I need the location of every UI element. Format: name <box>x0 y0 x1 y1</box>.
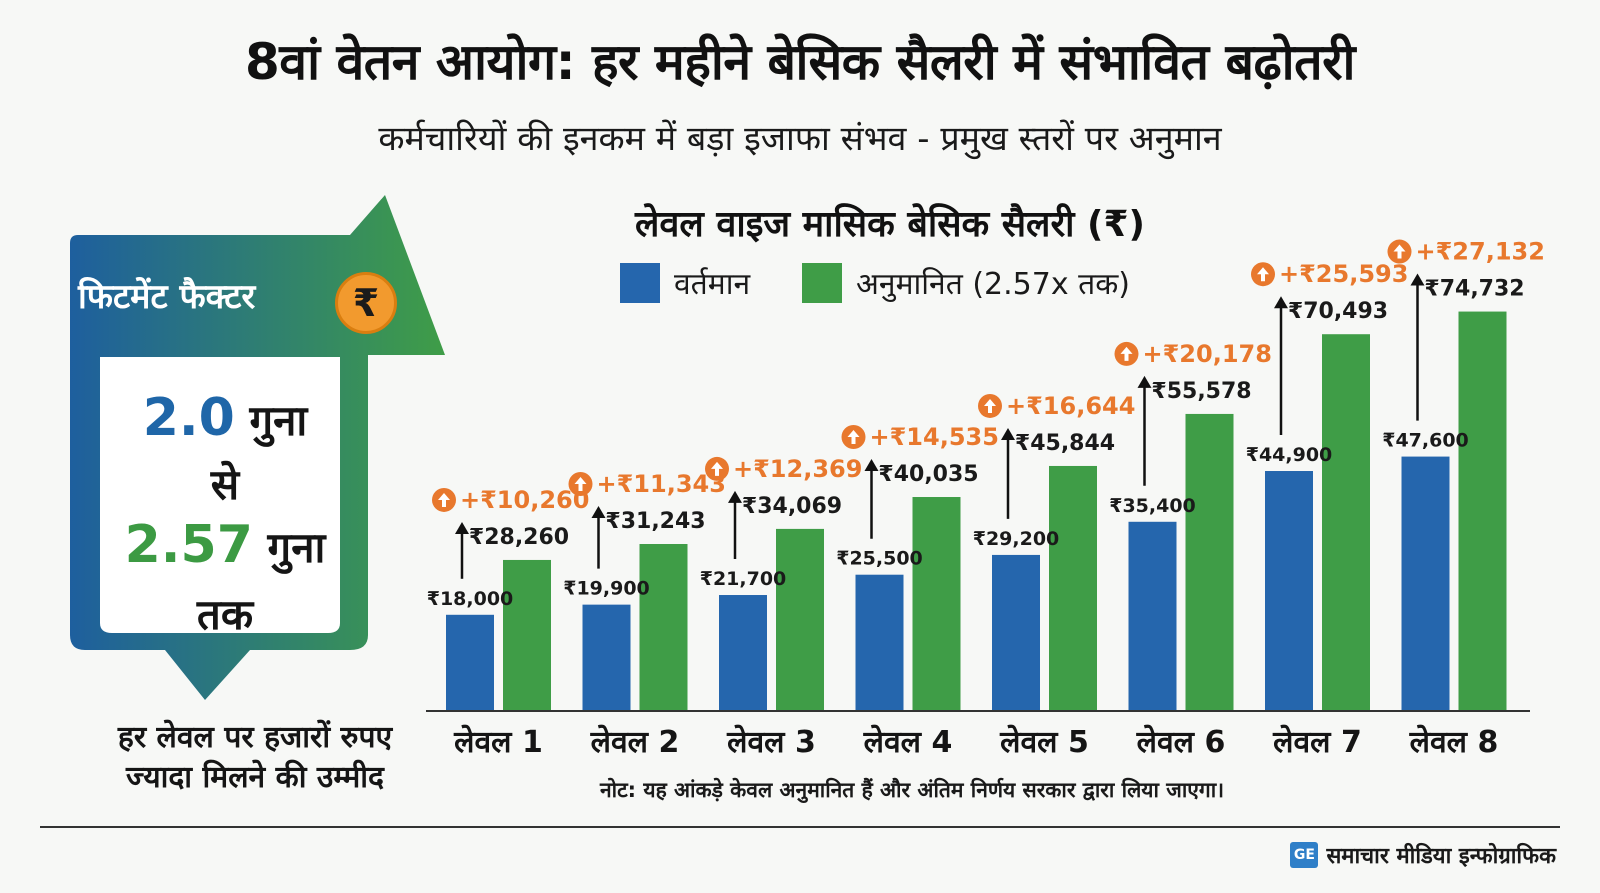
fitment-low-line: 2.0 गुना <box>80 388 370 448</box>
bar-current <box>855 574 904 711</box>
bar-current <box>719 595 767 711</box>
bar-current <box>1128 521 1177 711</box>
bar-projected <box>503 559 551 711</box>
left-caption: हर लेवल पर हजारों रुपए ज्यादा मिलने की उ… <box>40 718 470 798</box>
data-label-increase: +₹16,644 <box>1006 392 1135 420</box>
data-label-increase: +₹11,343 <box>597 470 726 498</box>
data-label-increase: +₹27,132 <box>1416 238 1545 266</box>
legend-swatch-current <box>620 262 660 303</box>
fitment-high-value: 2.57 <box>124 515 253 575</box>
increase-arrow-head <box>864 459 879 472</box>
legend-item-projected: अनुमानित (2.57x तक) <box>802 262 1130 303</box>
chart-title: लेवल वाइज मासिक बेसिक सैलरी (₹) <box>635 204 1145 245</box>
bar-projected <box>639 544 688 711</box>
left-caption-line-1: हर लेवल पर हजारों रुपए <box>117 720 393 755</box>
fitment-heading: फिटमेंट फैक्टर <box>78 277 256 317</box>
bar-current <box>1265 471 1313 711</box>
bar-current <box>446 614 494 711</box>
data-label-projected: ₹40,035 <box>878 462 978 487</box>
x-tick-label: लेवल 1 <box>453 724 543 760</box>
data-label-increase: +₹20,178 <box>1143 340 1272 368</box>
x-tick-label: लेवल 5 <box>999 724 1089 760</box>
bar-projected <box>1185 413 1234 711</box>
bar-current <box>1401 456 1450 711</box>
legend-swatch-projected <box>802 262 842 303</box>
bar-projected <box>912 497 961 711</box>
x-tick-label: लेवल 8 <box>1409 724 1499 760</box>
increase-up-arrow-glyph <box>1393 244 1406 259</box>
increase-up-arrow-glyph <box>1257 267 1269 282</box>
footer-divider <box>40 826 1560 828</box>
data-label-current: ₹25,500 <box>836 548 923 570</box>
data-label-projected: ₹55,578 <box>1151 379 1251 404</box>
data-label-current: ₹35,400 <box>1109 495 1196 517</box>
fitment-upto-word: तक <box>196 590 254 639</box>
page-subtitle: कर्मचारियों की इनकम में बड़ा इजाफा संभव … <box>378 119 1222 159</box>
increase-arrow-head <box>1274 296 1288 309</box>
source-label: समाचार मीडिया इन्फोग्राफिक <box>1326 844 1556 869</box>
data-label-current: ₹47,600 <box>1382 430 1469 452</box>
data-label-increase: +₹12,369 <box>733 455 862 483</box>
newspaper-icon: GE <box>1290 842 1319 868</box>
x-tick-label: लेवल 3 <box>726 724 816 760</box>
fitment-low-value: 2.0 <box>142 388 235 448</box>
data-label-increase: +₹25,593 <box>1279 260 1408 288</box>
rupee-icon: ₹ <box>335 272 397 334</box>
bar-projected <box>1322 334 1370 711</box>
x-tick-label: लेवल 7 <box>1272 724 1362 760</box>
source-credit: GE समाचार मीडिया इन्फोग्राफिक <box>1290 840 1556 870</box>
bar-current <box>992 554 1040 711</box>
x-tick-label: लेवल 6 <box>1136 724 1226 760</box>
fitment-high-line: 2.57 गुना <box>80 515 370 575</box>
x-tick-label: लेवल 4 <box>863 724 953 760</box>
legend-label-projected: अनुमानित (2.57x तक) <box>856 267 1130 302</box>
data-label-current: ₹18,000 <box>427 588 514 610</box>
fitment-times-word-1: गुना <box>249 396 308 445</box>
increase-up-arrow-glyph <box>574 477 587 492</box>
data-label-projected: ₹70,493 <box>1288 299 1388 324</box>
increase-arrow-head <box>1001 427 1015 440</box>
increase-up-arrow-glyph <box>847 430 860 445</box>
increase-arrow-head <box>591 506 606 519</box>
data-label-projected: ₹34,069 <box>742 494 842 519</box>
increase-arrow-head <box>1137 375 1152 388</box>
increase-arrow-head <box>728 490 742 503</box>
data-label-current: ₹19,900 <box>563 578 650 600</box>
data-label-increase: +₹10,260 <box>460 486 589 514</box>
increase-up-arrow-glyph <box>438 492 450 507</box>
page-title: 8वां वेतन आयोग: हर महीने बेसिक सैलरी में… <box>245 33 1356 91</box>
increase-arrow-head <box>455 521 469 534</box>
fitment-from-word: से <box>210 460 240 509</box>
data-label-projected: ₹28,260 <box>469 525 569 550</box>
data-label-projected: ₹45,844 <box>1015 431 1115 456</box>
data-label-projected: ₹74,732 <box>1424 277 1524 302</box>
bar-projected <box>1458 311 1507 711</box>
increase-up-arrow-glyph <box>984 398 996 413</box>
increase-up-arrow-glyph <box>711 461 723 476</box>
increase-up-arrow-glyph <box>1120 346 1133 361</box>
data-label-projected: ₹31,243 <box>605 509 705 534</box>
x-tick-label: लेवल 2 <box>590 724 680 760</box>
data-label-increase: +₹14,535 <box>870 423 999 451</box>
bar-current <box>582 604 631 711</box>
bar-projected <box>776 528 824 711</box>
legend-label-current: वर्तमान <box>674 267 751 302</box>
data-label-current: ₹44,900 <box>1246 444 1333 466</box>
fitment-times-word-2: गुना <box>267 523 326 572</box>
data-label-current: ₹21,700 <box>700 568 787 590</box>
bar-projected <box>1049 465 1097 711</box>
left-caption-line-2: ज्यादा मिलने की उम्मीद <box>126 760 384 795</box>
increase-arrow-head <box>1410 273 1425 286</box>
legend-item-current: वर्तमान <box>620 262 750 303</box>
footnote: नोट: यह आंकड़े केवल अनुमानित हैं और अंति… <box>600 778 1225 802</box>
data-label-current: ₹29,200 <box>973 528 1060 550</box>
